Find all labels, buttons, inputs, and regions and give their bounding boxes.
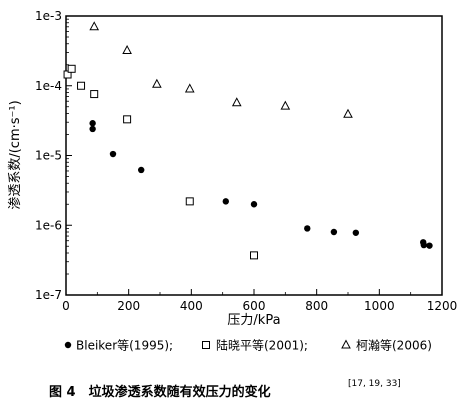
data-point <box>138 166 145 174</box>
data-point <box>185 197 194 206</box>
data-point <box>89 21 100 31</box>
legend-label: 柯瀚等(2006) <box>356 338 432 353</box>
data-point <box>343 108 353 118</box>
data-point <box>280 100 291 110</box>
data-markers <box>63 21 433 260</box>
y-axis: 1e-7 1e-6 1e-5 1e-4 1e-3 <box>35 9 72 302</box>
data-point <box>152 78 162 88</box>
data-point <box>184 83 195 93</box>
data-point <box>426 242 433 249</box>
x-tick-label: 400 <box>180 299 203 313</box>
legend-marker <box>64 341 72 349</box>
data-point <box>330 228 338 236</box>
data-point <box>250 251 258 260</box>
legend-marker <box>341 339 351 349</box>
data-point <box>67 64 76 73</box>
y-axis-title: 渗透系数/(cm·s⁻¹) <box>8 100 23 209</box>
x-tick-label: 1200 <box>427 299 458 313</box>
y-tick-label: 1e-7 <box>35 288 62 302</box>
data-point <box>122 44 132 55</box>
legend-label: 陆晓平等(2001); <box>216 338 308 353</box>
data-point <box>222 198 229 205</box>
data-point <box>123 115 132 124</box>
data-point <box>250 201 258 208</box>
y-tick-label: 1e-5 <box>35 149 62 163</box>
data-point <box>90 90 99 99</box>
legend: Bleiker等(1995); 陆晓平等(2001); 柯瀚等(2006) <box>64 338 432 353</box>
x-axis-title: 压力/kPa <box>227 313 280 328</box>
figure-caption: 图 4 垃圾渗透系数随有效压力的变化 [17, 19, 33] <box>49 379 401 400</box>
legend-label: Bleiker等(1995); <box>76 339 173 353</box>
y-tick-label: 1e-6 <box>35 218 62 232</box>
x-tick-label: 600 <box>243 299 266 313</box>
caption-text: 图 4 垃圾渗透系数随有效压力的变化 <box>49 384 271 400</box>
data-point <box>109 150 117 158</box>
data-point <box>231 97 242 107</box>
data-point <box>77 81 86 90</box>
data-point <box>89 125 96 133</box>
x-tick-label: 1000 <box>364 299 395 313</box>
data-point <box>63 70 72 79</box>
x-tick-label: 0 <box>62 299 70 313</box>
data-point <box>420 241 428 249</box>
x-tick-label: 200 <box>117 299 140 313</box>
caption-references: [17, 19, 33] <box>348 379 401 389</box>
data-point <box>352 229 360 236</box>
y-tick-label: 1e-3 <box>35 9 62 23</box>
data-point <box>89 120 96 127</box>
data-point <box>304 225 311 232</box>
x-tick-label: 800 <box>305 299 328 313</box>
x-axis: 0 200 400 600 800 1000 1200 <box>62 289 457 313</box>
legend-marker <box>202 341 210 349</box>
y-tick-label: 1e-4 <box>35 79 62 93</box>
